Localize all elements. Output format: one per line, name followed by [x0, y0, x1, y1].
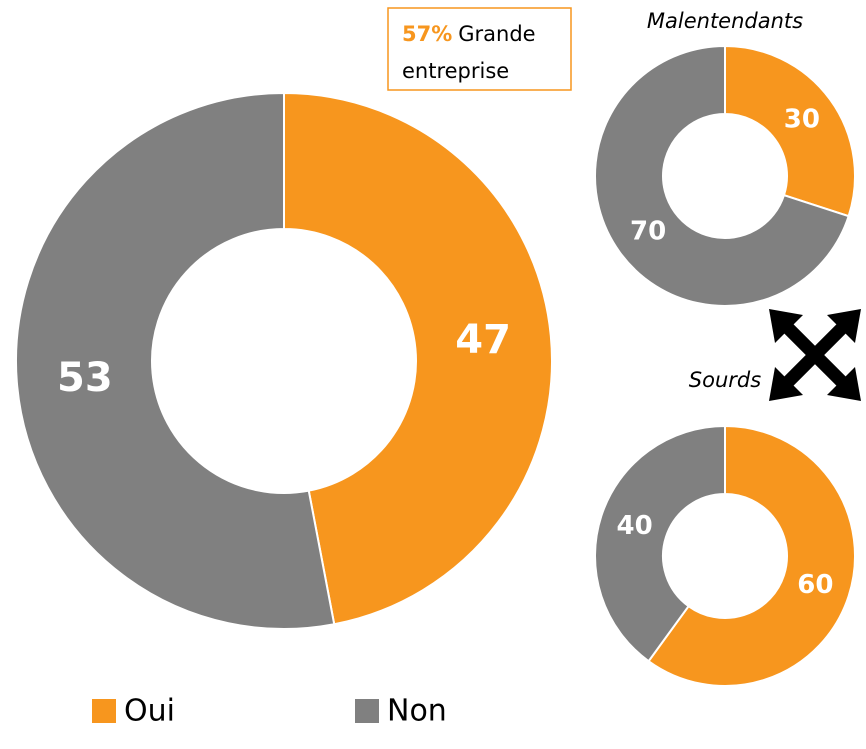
data-label: 60	[797, 570, 833, 600]
donut-chart: 47 53	[15, 91, 553, 630]
donut-title: Malentendants	[647, 9, 803, 33]
crossed-arrows-icon	[769, 309, 861, 401]
annotation-box	[387, 7, 572, 91]
legend-label: Non	[387, 694, 447, 729]
data-label: 30	[784, 105, 820, 135]
data-label: 47	[455, 317, 511, 363]
annotation-value: 57%	[402, 22, 452, 46]
legend-swatch	[92, 699, 116, 723]
donut-chart: 60 40 Sourds	[594, 368, 856, 687]
data-label: 70	[630, 216, 666, 246]
legend-label: Oui	[124, 694, 175, 729]
data-label: 40	[617, 511, 653, 541]
donut-segment	[594, 44, 850, 307]
donut-segment	[283, 91, 553, 626]
annotation-text-2: entreprise	[402, 59, 509, 83]
annotation-text-1: Grande	[458, 22, 535, 46]
annotation: 57% Grande	[402, 22, 536, 46]
data-label: 53	[57, 355, 113, 401]
donut-title: Sourds	[689, 368, 761, 392]
donut-segment	[724, 44, 856, 218]
donut-segment	[594, 424, 726, 663]
legend-swatch	[355, 699, 379, 723]
donut-segment	[15, 91, 336, 630]
donut-segment	[647, 424, 856, 687]
donut-chart: 30 70 Malentendants	[594, 9, 856, 307]
